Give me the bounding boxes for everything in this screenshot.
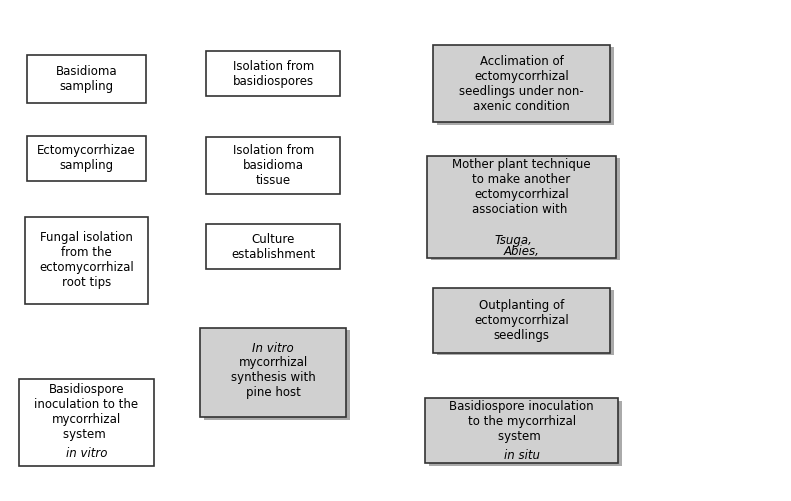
Text: in situ: in situ — [504, 449, 539, 462]
Text: Acclimation of
ectomycorrhizal
seedlings under non-
axenic condition: Acclimation of ectomycorrhizal seedlings… — [460, 55, 584, 113]
Text: Outplanting of
ectomycorrhizal
seedlings: Outplanting of ectomycorrhizal seedlings — [475, 299, 569, 342]
FancyBboxPatch shape — [200, 328, 346, 417]
FancyBboxPatch shape — [28, 55, 146, 103]
FancyBboxPatch shape — [206, 51, 340, 96]
Text: in vitro: in vitro — [66, 447, 108, 460]
Text: In vitro: In vitro — [252, 342, 294, 355]
FancyBboxPatch shape — [433, 45, 611, 122]
Text: Basidioma
sampling: Basidioma sampling — [55, 65, 117, 93]
FancyBboxPatch shape — [437, 291, 615, 355]
FancyBboxPatch shape — [19, 379, 154, 466]
Text: Isolation from
basidiospores: Isolation from basidiospores — [233, 60, 314, 88]
FancyBboxPatch shape — [431, 158, 620, 260]
FancyBboxPatch shape — [28, 136, 146, 181]
FancyBboxPatch shape — [204, 330, 350, 420]
Text: Tsuga,: Tsuga, — [495, 234, 532, 247]
FancyBboxPatch shape — [429, 401, 622, 466]
Text: Isolation from
basidioma
tissue: Isolation from basidioma tissue — [233, 144, 314, 187]
Text: Fungal isolation
from the
ectomycorrhizal
root tips: Fungal isolation from the ectomycorrhiza… — [39, 231, 134, 290]
Text: Ectomycorrhizae
sampling: Ectomycorrhizae sampling — [37, 144, 136, 172]
FancyBboxPatch shape — [25, 217, 148, 304]
FancyBboxPatch shape — [427, 156, 616, 258]
Text: Culture
establishment: Culture establishment — [231, 232, 316, 261]
Text: Abies,: Abies, — [504, 245, 539, 258]
FancyBboxPatch shape — [206, 137, 340, 194]
Text: mycorrhizal
synthesis with
pine host: mycorrhizal synthesis with pine host — [231, 356, 316, 399]
FancyBboxPatch shape — [206, 224, 340, 269]
FancyBboxPatch shape — [425, 398, 619, 463]
FancyBboxPatch shape — [437, 48, 615, 125]
FancyBboxPatch shape — [433, 288, 611, 353]
Text: Mother plant technique
to make another
ectomycorrhizal
association with: Mother plant technique to make another e… — [452, 158, 591, 216]
Text: Basidiospore
inoculation to the
mycorrhizal
system: Basidiospore inoculation to the mycorrhi… — [35, 383, 138, 441]
Text: Basidiospore inoculation
to the mycorrhizal
system: Basidiospore inoculation to the mycorrhi… — [449, 400, 594, 443]
